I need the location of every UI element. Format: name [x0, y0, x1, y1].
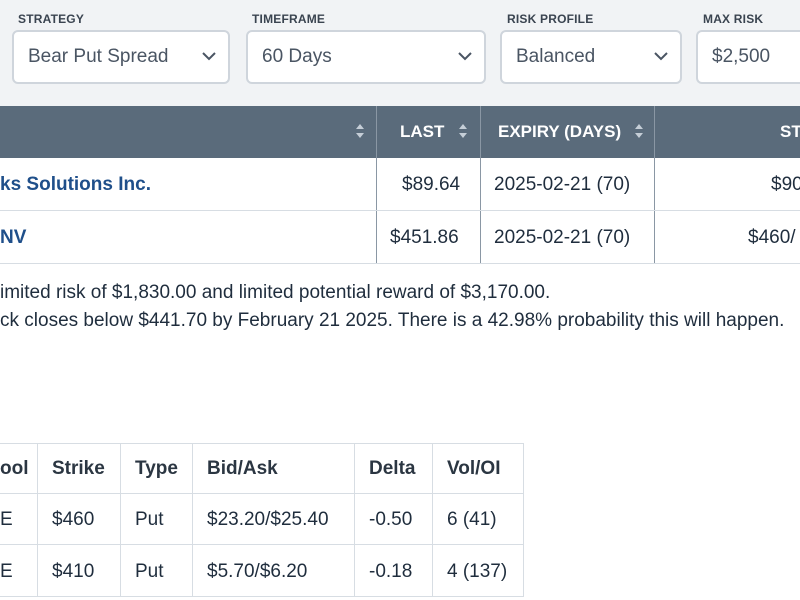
leg-strike: $460 [52, 509, 95, 530]
leg-bidask: $23.20/$25.40 [207, 509, 329, 530]
max-risk-label: MAX RISK [703, 12, 764, 26]
column-divider [480, 106, 481, 264]
chevron-down-icon [202, 51, 216, 61]
table-border [0, 596, 524, 597]
column-divider [192, 443, 193, 597]
strategy-select[interactable]: Bear Put Spread [12, 30, 230, 84]
chevron-down-icon [654, 51, 668, 61]
column-header-last[interactable]: LAST [376, 106, 480, 158]
leg-delta: -0.18 [369, 561, 413, 582]
leg-voloi: 6 (41) [447, 509, 497, 530]
timeframe-select[interactable]: 60 Days [246, 30, 486, 84]
risk-profile-value: Balanced [516, 46, 596, 67]
column-header-strikes-label: ST [780, 122, 800, 141]
column-divider [523, 443, 524, 597]
risk-profile-label: RISK PROFILE [507, 12, 594, 26]
max-risk-value: $2,500 [712, 46, 771, 67]
column-header-last-label: LAST [400, 122, 445, 141]
column-divider [432, 443, 433, 597]
leg-symbol: E [0, 561, 13, 582]
leg-type: Put [135, 509, 164, 530]
legs-header-delta: Delta [369, 458, 416, 479]
leg-strike: $410 [52, 561, 95, 582]
strikes-value: $460/ [748, 227, 796, 248]
max-risk-input[interactable]: $2,500 [696, 30, 800, 84]
results-table-header: LAST EXPIRY (DAYS) ST [0, 106, 800, 158]
risk-reward-summary: imited risk of $1,830.00 and limited pot… [0, 282, 551, 303]
leg-voloi: 4 (137) [447, 561, 508, 582]
table-border [0, 544, 524, 545]
company-name-link[interactable]: NV [0, 227, 27, 248]
expiry-date: 2025-02-21 (70) [494, 174, 631, 195]
sort-icon[interactable] [458, 123, 468, 139]
column-header-expiry[interactable]: EXPIRY (DAYS) [480, 106, 654, 158]
leg-bidask: $5.70/$6.20 [207, 561, 308, 582]
table-row[interactable]: NV $451.86 2025-02-21 (70) $460/ [0, 211, 800, 264]
strategy-label: STRATEGY [18, 12, 85, 26]
last-price: $451.86 [390, 227, 459, 248]
legs-header-strike: Strike [52, 458, 105, 479]
risk-profile-select[interactable]: Balanced [500, 30, 682, 84]
sort-icon[interactable] [355, 123, 365, 139]
last-price: $89.64 [402, 174, 461, 195]
column-divider [376, 106, 377, 264]
column-divider [37, 443, 38, 597]
column-header-strikes[interactable]: ST [654, 106, 800, 158]
leg-delta: -0.50 [369, 509, 413, 530]
strategy-value: Bear Put Spread [28, 46, 169, 67]
legs-header-voloi: Vol/OI [447, 458, 501, 479]
table-row[interactable]: ks Solutions Inc. $89.64 2025-02-21 (70)… [0, 158, 800, 211]
column-divider [354, 443, 355, 597]
strikes-value: $90 [771, 174, 800, 195]
legs-header-type: Type [135, 458, 178, 479]
leg-symbol: E [0, 509, 13, 530]
leg-type: Put [135, 561, 164, 582]
expiry-date: 2025-02-21 (70) [494, 227, 631, 248]
probability-summary: ck closes below $441.70 by February 21 2… [0, 310, 785, 331]
chevron-down-icon [458, 51, 472, 61]
legs-table: ool Strike Type Bid/Ask Delta Vol/OI E $… [0, 443, 524, 598]
table-border [0, 493, 524, 494]
column-header-symbol[interactable] [0, 106, 376, 158]
table-border [0, 443, 524, 444]
column-divider [654, 106, 655, 264]
legs-header-symbol: ool [0, 458, 29, 479]
company-name-link[interactable]: ks Solutions Inc. [0, 174, 151, 195]
sort-icon[interactable] [634, 123, 644, 139]
timeframe-label: TIMEFRAME [252, 12, 326, 26]
column-divider [120, 443, 121, 597]
filter-bar: STRATEGY Bear Put Spread TIMEFRAME 60 Da… [0, 0, 800, 106]
column-header-expiry-label: EXPIRY (DAYS) [498, 122, 622, 141]
timeframe-value: 60 Days [262, 46, 332, 67]
legs-header-bidask: Bid/Ask [207, 458, 278, 479]
